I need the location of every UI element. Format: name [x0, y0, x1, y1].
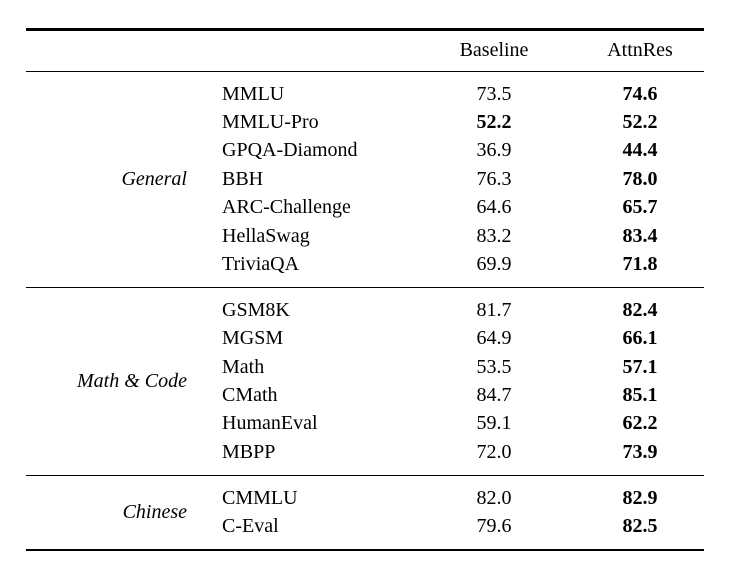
baseline-value: 36.9 [476, 139, 512, 162]
baseline-value: 64.9 [476, 327, 512, 350]
attnres-value: 71.8 [622, 253, 658, 276]
benchmark-name: ARC-Challenge [222, 196, 351, 219]
attnres-value: 44.4 [622, 139, 658, 162]
attnres-value: 82.4 [622, 298, 658, 321]
header-rule [26, 70, 704, 72]
baseline-value: 52.2 [476, 111, 512, 134]
top-rule [26, 28, 704, 31]
benchmark-name: C-Eval [222, 515, 279, 538]
benchmark-name: TriviaQA [222, 253, 300, 276]
group-label: Math & Code [77, 369, 187, 392]
attnres-value: 57.1 [622, 355, 658, 378]
baseline-value: 81.7 [476, 298, 512, 321]
attnres-value: 52.2 [622, 111, 658, 134]
benchmark-name: HellaSwag [222, 224, 310, 247]
section-rule [26, 286, 704, 289]
attnres-value: 83.4 [622, 224, 658, 247]
attnres-value: 62.2 [622, 412, 658, 435]
section-rule [26, 474, 704, 477]
attnres-value: 65.7 [622, 196, 658, 219]
baseline-value: 64.6 [476, 196, 512, 219]
benchmark-name: GSM8K [222, 298, 290, 321]
baseline-value: 53.5 [476, 355, 512, 378]
baseline-value: 82.0 [476, 486, 512, 509]
group-label: General [121, 167, 187, 190]
baseline-value: 83.2 [476, 224, 512, 247]
benchmark-name: BBH [222, 167, 264, 190]
column-header-baseline: Baseline [459, 39, 529, 61]
table-section: Math & Code GSM8K 81.7 82.4 MGSM 64.9 66.1 Math… [26, 288, 704, 474]
baseline-value: 72.0 [476, 440, 512, 463]
attnres-value: 66.1 [622, 327, 658, 350]
benchmark-name: GPQA-Diamond [222, 139, 358, 162]
column-header-attnres: AttnRes [607, 39, 673, 61]
attnres-value: 78.0 [622, 167, 658, 190]
benchmark-name: CMath [222, 384, 278, 407]
baseline-value: 79.6 [476, 515, 512, 538]
table-header-row: Baseline AttnRes [26, 31, 704, 71]
benchmark-name: CMMLU [222, 486, 298, 509]
attnres-value: 82.5 [622, 515, 658, 538]
table-body: General MMLU 73.5 74.6 MMLU-Pro 52.2 52.2 GPQA-… [26, 72, 704, 552]
baseline-value: 69.9 [476, 253, 512, 276]
benchmark-name: MMLU [222, 82, 285, 105]
attnres-value: 85.1 [622, 384, 658, 407]
bottom-rule [26, 548, 704, 552]
attnres-value: 74.6 [622, 82, 658, 105]
benchmark-name: MGSM [222, 327, 284, 350]
benchmark-name: HumanEval [222, 412, 318, 435]
benchmark-name: Math [222, 355, 265, 378]
baseline-value: 59.1 [476, 412, 512, 435]
baseline-value: 84.7 [476, 384, 512, 407]
group-label: Chinese [122, 500, 187, 523]
table-section: Chinese CMMLU 82.0 82.9 C-Eval 79.6 82.5 [26, 476, 704, 549]
benchmark-name: MBPP [222, 440, 276, 463]
attnres-value: 73.9 [622, 440, 658, 463]
attnres-value: 82.9 [622, 486, 658, 509]
benchmark-name: MMLU-Pro [222, 111, 319, 134]
table-section: General MMLU 73.5 74.6 MMLU-Pro 52.2 52.2 GPQA-… [26, 72, 704, 287]
results-table: Baseline AttnRes General MMLU 73.5 74.6 MMLU… [26, 28, 704, 552]
baseline-value: 73.5 [476, 82, 512, 105]
baseline-value: 76.3 [476, 167, 512, 190]
